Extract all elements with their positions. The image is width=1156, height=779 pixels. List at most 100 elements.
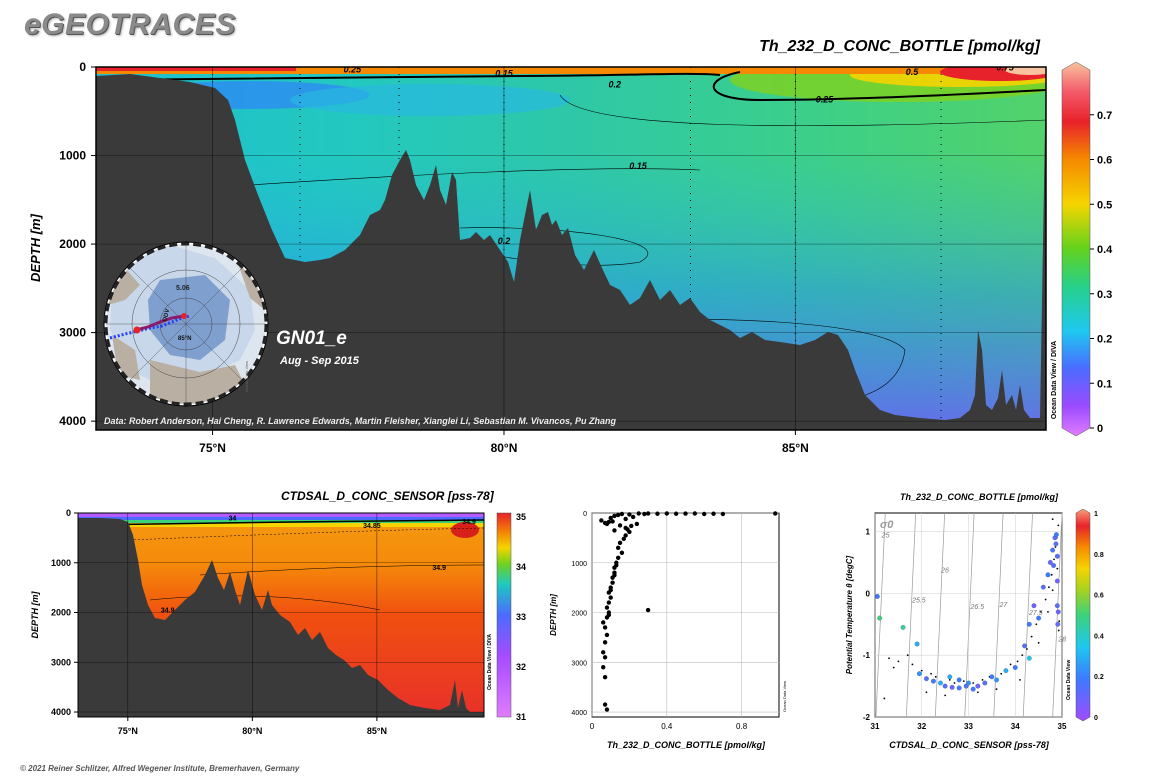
- main-cbar-tick-label-3: 0.3: [1097, 289, 1112, 301]
- profile-point-41: [606, 600, 612, 605]
- ts-point-2: [900, 624, 906, 630]
- ts-bg-point-16: [1021, 654, 1024, 657]
- ts-cbar-tick-label-2: 0.4: [1094, 633, 1104, 640]
- ts-bg-point-30: [925, 691, 928, 694]
- ts-bg-point-18: [1030, 635, 1033, 638]
- ts-point-19: [1022, 643, 1027, 649]
- ts-title: Th_232_D_CONC_BOTTLE [pmol/kg]: [900, 492, 1059, 502]
- salinity-colorbar-ticks: 31 32 33 34 35: [516, 512, 526, 722]
- profile-point-3: [608, 515, 613, 521]
- ts-bg-point-32: [976, 691, 979, 694]
- ts-y-tick-label-1: -1: [863, 651, 871, 660]
- ts-bg-point-0: [888, 657, 890, 660]
- ts-point-0: [874, 594, 880, 599]
- ts-bg-point-2: [906, 654, 909, 657]
- ts-sigma-symbol: σ0: [880, 519, 894, 531]
- salinity-contour-label-0: 34: [229, 515, 237, 522]
- salinity-contour-3485: [129, 527, 484, 541]
- salinity-axes: 75°N 80°N 85°N 0 1000 2000 3000 4000: [51, 508, 484, 736]
- profile-point-52: [602, 674, 608, 680]
- ts-isopycnal-label-1: 25.5: [911, 598, 926, 605]
- main-surface-layer: [96, 67, 1046, 74]
- ts-bg-point-38: [1057, 629, 1060, 632]
- ts-point-15: [989, 674, 995, 680]
- main-cbar-tick-label-1: 0.1: [1097, 378, 1112, 390]
- main-y-tick-label-1: 1000: [59, 149, 86, 163]
- ts-y-axis-label: Potential Temperature θ [degC]: [845, 555, 854, 674]
- profile-point-10: [636, 511, 641, 516]
- profile-point-11: [642, 511, 647, 517]
- profile-point-28: [621, 536, 626, 542]
- profile-point-9: [630, 514, 636, 520]
- ts-bg-point-3: [911, 663, 914, 666]
- profile-point-27: [623, 533, 628, 538]
- profile-point-63: [612, 528, 617, 533]
- profile-point-49: [601, 650, 606, 655]
- ts-isopycnal-6: [1052, 512, 1063, 718]
- profile-point-50: [602, 655, 608, 660]
- inset-map-meridian-4: [127, 265, 245, 383]
- inset-map-label-2: ODV: [162, 308, 171, 322]
- ts-point-24: [1045, 572, 1051, 578]
- profile-point-55: [645, 607, 651, 613]
- ts-point-14: [982, 680, 988, 686]
- ts-colorbar-ticks: 0 0.2 0.4 0.6 0.8 1: [1094, 511, 1104, 722]
- ts-point-1: [877, 615, 883, 621]
- salinity-contour-349b: [149, 595, 381, 611]
- ts-x-tick-label-4: 35: [1058, 722, 1067, 731]
- salinity-plot-frame: [77, 512, 485, 718]
- salinity-surface-blue: [78, 517, 484, 520]
- ts-colorbar-bar: [1075, 508, 1091, 722]
- salinity-cbar-tick-label-4: 35: [516, 512, 526, 522]
- salinity-max-patch: [451, 522, 479, 538]
- ts-point-7: [938, 680, 943, 686]
- ts-bg-point-24: [1053, 558, 1055, 561]
- ts-point-5: [924, 676, 929, 682]
- profile-point-42: [604, 605, 610, 610]
- ts-x-tick-label-1: 32: [917, 722, 926, 731]
- ts-cbar-tick-label-1: 0.2: [1094, 674, 1104, 681]
- ts-point-38: [1053, 541, 1059, 547]
- ts-bg-point-33: [995, 688, 998, 691]
- ts-y-tick-label-2: 0: [866, 589, 871, 598]
- profile-point-14: [664, 511, 669, 516]
- profile-point-53: [602, 702, 608, 707]
- profile-point-17: [692, 511, 698, 516]
- salinity-x-tick-label-2: 85°N: [367, 726, 387, 736]
- ts-point-22: [1036, 615, 1042, 621]
- main-cbar-tick-label-6: 0.6: [1097, 155, 1112, 167]
- salinity-cbar-tick-label-3: 34: [516, 562, 526, 572]
- ts-point-37: [956, 677, 962, 683]
- salinity-contour-label-1: 34.85: [363, 523, 381, 530]
- main-y-axis-label: DEPTH [m]: [28, 213, 43, 282]
- ts-bg-point-41: [1051, 518, 1054, 521]
- salinity-y-tick-label-1: 1000: [51, 558, 71, 568]
- profile-point-5: [615, 512, 621, 518]
- profile-point-58: [625, 527, 630, 532]
- inset-map-other-tracks: [109, 314, 191, 340]
- ts-isopycnal-label-2: 26: [940, 567, 949, 574]
- main-contour-025: [96, 72, 721, 81]
- ts-y-tick-label-0: -2: [863, 713, 871, 722]
- ts-isopycnal-label-4: 27: [998, 602, 1008, 609]
- ts-bg-point-25: [1054, 546, 1057, 548]
- main-axes: 75°N 80°N 85°N 0 1000 2000 3000 4000: [59, 60, 1046, 455]
- ts-background-points: [883, 518, 1061, 700]
- profile-point-45: [601, 620, 606, 625]
- profile-point-16: [683, 511, 688, 516]
- salinity-y-tick-label-4: 4000: [51, 707, 71, 717]
- profile-point-59: [614, 563, 619, 568]
- main-contour-label-2: 0.2: [608, 79, 621, 89]
- ts-cbar-tick-label-4: 0.8: [1094, 552, 1104, 559]
- main-x-tick-label-2: 85°N: [782, 441, 809, 455]
- main-bathymetry: [96, 70, 1046, 430]
- ts-bg-point-20: [1040, 611, 1042, 613]
- profile-point-13: [655, 511, 660, 516]
- ts-isopycnal-label-3: 26.5: [970, 604, 985, 611]
- profile-point-21: [773, 511, 778, 516]
- ts-bg-point-23: [1050, 573, 1053, 576]
- profile-y-tick-label-2: 2000: [571, 611, 587, 618]
- main-y-tick-label-0: 0: [79, 60, 86, 74]
- ts-point-39: [1051, 563, 1056, 568]
